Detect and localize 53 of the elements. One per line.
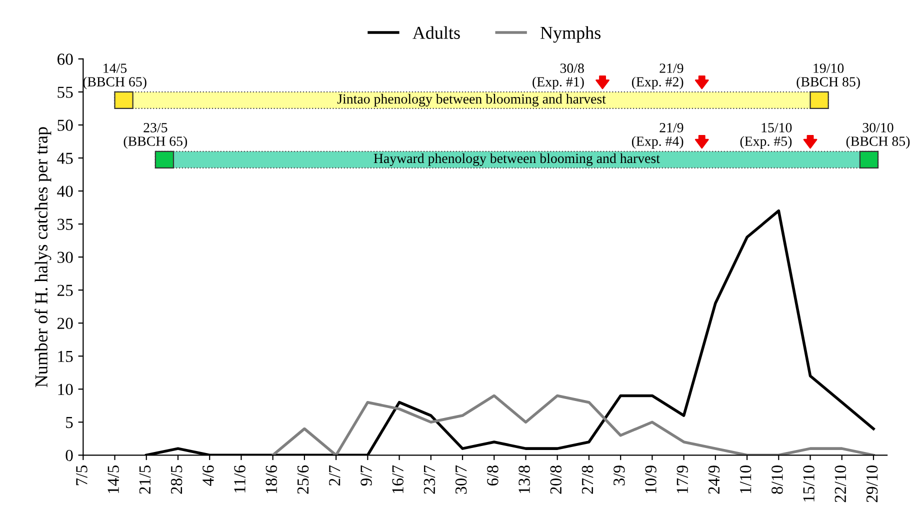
x-tick-label: 8/10 bbox=[772, 466, 783, 494]
x-tick-label: 28/5 bbox=[170, 466, 182, 494]
y-tick-label: 55 bbox=[58, 86, 73, 98]
x-tick-label: 24/9 bbox=[708, 466, 720, 494]
x-tick-label: 30/7 bbox=[455, 465, 467, 494]
band-label: Jintao phenology between blooming and harvest bbox=[337, 94, 606, 107]
annotation: 30/10 (BBCH 85) bbox=[846, 122, 910, 149]
band-label: Hayward phenology between blooming and harvest bbox=[374, 153, 660, 166]
x-tick-label: 10/9 bbox=[645, 466, 656, 494]
y-tick-label: 10 bbox=[58, 384, 73, 396]
annotation: 19/10 (BBCH 85) bbox=[796, 64, 860, 90]
legend-label: Adults bbox=[412, 26, 460, 39]
y-tick-label: 30 bbox=[58, 252, 73, 263]
x-tick-label: 18/6 bbox=[266, 465, 278, 494]
legend-label: Nymphs bbox=[540, 26, 601, 43]
x-tick-label: 23/7 bbox=[424, 465, 436, 494]
annotation: 14/5 (BBCH 65) bbox=[83, 64, 146, 90]
x-tick-label: 14/5 bbox=[108, 466, 119, 494]
x-tick-label: 7/5 bbox=[76, 466, 88, 486]
y-tick-label: 0 bbox=[66, 450, 73, 462]
x-tick-label: 20/8 bbox=[550, 466, 562, 494]
x-tick-label: 25/6 bbox=[297, 465, 309, 494]
y-tick-label: 5 bbox=[66, 417, 73, 428]
x-tick-label: 2/7 bbox=[329, 465, 340, 486]
y-tick-label: 20 bbox=[58, 318, 73, 330]
annotation: 23/5 (BBCH 65) bbox=[124, 123, 188, 149]
annotation: 30/8 (Exp. #1) bbox=[532, 64, 584, 90]
x-tick-label: 11/6 bbox=[234, 465, 246, 492]
x-tick-label: 21/5 bbox=[139, 466, 151, 494]
x-tick-label: 15/10 bbox=[803, 466, 814, 502]
y-axis-title: Number of H. halys catches per trap bbox=[34, 127, 52, 388]
x-tick-label: 1/10 bbox=[740, 466, 752, 494]
y-tick-label: 35 bbox=[58, 218, 73, 230]
x-tick-label: 22/10 bbox=[834, 466, 846, 502]
x-tick-label: 13/8 bbox=[518, 466, 530, 494]
annotation: 21/9 (Exp. #2) bbox=[632, 64, 684, 90]
x-tick-label: 6/8 bbox=[487, 466, 498, 486]
y-tick-label: 15 bbox=[58, 350, 73, 362]
x-tick-label: 4/6 bbox=[202, 465, 214, 486]
x-tick-label: 27/8 bbox=[582, 466, 594, 494]
y-tick-label: 50 bbox=[58, 120, 73, 131]
x-tick-label: 29/10 bbox=[866, 466, 878, 502]
x-tick-label: 17/9 bbox=[676, 466, 688, 494]
y-tick-label: 60 bbox=[57, 54, 73, 65]
y-tick-label: 40 bbox=[57, 186, 73, 197]
y-tick-label: 25 bbox=[58, 284, 73, 296]
x-tick-label: 9/7 bbox=[360, 465, 372, 486]
annotation: 21/9 (Exp. #4) bbox=[632, 123, 684, 149]
x-tick-label: 16/7 bbox=[392, 465, 404, 494]
line-series bbox=[271, 394, 875, 456]
x-tick-label: 3/9 bbox=[614, 466, 625, 486]
annotation: 15/10 (Exp. #5) bbox=[740, 122, 792, 149]
y-tick-label: 45 bbox=[57, 152, 73, 164]
